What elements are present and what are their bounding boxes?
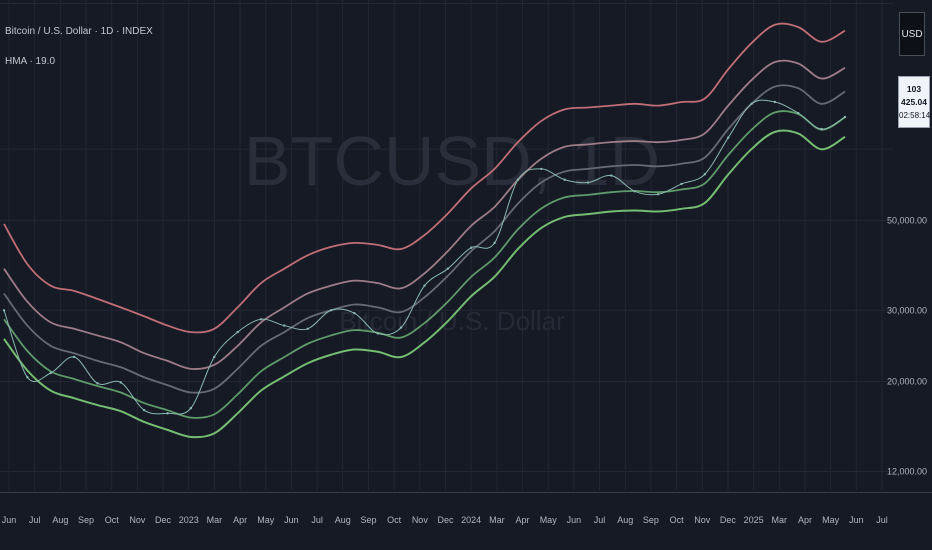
series-line-hma-upper-outer <box>3 22 846 334</box>
price-point <box>72 355 76 359</box>
price-point <box>283 324 286 327</box>
price-point <box>306 327 309 330</box>
price-point <box>750 102 753 106</box>
x-tick-label: Jul <box>594 515 606 525</box>
price-point <box>376 332 379 335</box>
x-tick-label: Oct <box>105 515 120 525</box>
price-point <box>656 193 660 196</box>
x-tick-label: 2023 <box>179 515 199 525</box>
symbol-watermark-subtitle: Bitcoin / U.S. Dollar <box>339 306 565 336</box>
price-point <box>843 115 847 119</box>
price-point <box>703 173 707 176</box>
x-tick-label: Oct <box>670 515 685 525</box>
price-point <box>259 318 263 321</box>
price-point <box>586 181 590 184</box>
x-tick-label: Aug <box>617 515 633 525</box>
symbol-title[interactable]: Bitcoin / U.S. Dollar · 1D · INDEX <box>5 26 153 37</box>
price-point <box>329 309 333 312</box>
y-tick-label: 50,000.00 <box>887 215 927 225</box>
series-line-hma-upper-inner <box>3 59 846 370</box>
price-point <box>96 382 99 385</box>
price-point <box>49 371 52 375</box>
price-point <box>26 376 29 379</box>
price-point <box>680 182 683 186</box>
price-point <box>493 241 496 245</box>
price-point <box>399 326 403 329</box>
x-tick-label: Dec <box>155 515 172 525</box>
x-tick-label: Jun <box>284 515 299 525</box>
price-point <box>773 100 777 104</box>
x-tick-label: Aug <box>52 515 68 525</box>
price-point <box>726 136 730 139</box>
price-point <box>213 355 216 359</box>
x-tick-label: Sep <box>643 515 659 525</box>
price-point <box>470 246 473 249</box>
x-tick-label: Dec <box>437 515 454 525</box>
x-tick-label: Mar <box>772 515 788 525</box>
x-tick-label: Mar <box>207 515 223 525</box>
price-point <box>820 127 823 131</box>
x-tick-label: Dec <box>720 515 737 525</box>
series-line-hma-lower-inner <box>3 110 846 419</box>
y-tick-label: 12,000.00 <box>887 466 927 476</box>
price-point <box>516 178 520 181</box>
x-tick-label: Oct <box>387 515 402 525</box>
last-price-label: 103 425.04 02:58:14 <box>898 76 930 128</box>
x-tick-label: Mar <box>489 515 505 525</box>
x-tick-label: Jul <box>876 515 888 525</box>
x-tick-label: 2024 <box>461 515 481 525</box>
price-point <box>633 190 636 193</box>
price-point <box>189 406 193 410</box>
price-point <box>797 111 800 115</box>
price-point <box>166 412 169 415</box>
x-tick-label: Nov <box>694 515 711 525</box>
x-tick-label: Apr <box>798 515 812 525</box>
x-tick-label: Sep <box>78 515 94 525</box>
series-line-hma-mid <box>3 84 846 394</box>
x-tick-label: Apr <box>233 515 247 525</box>
x-tick-label: Apr <box>516 515 530 525</box>
price-point <box>2 309 6 312</box>
x-tick-label: Jun <box>2 515 17 525</box>
x-tick-label: Jul <box>311 515 323 525</box>
last-price-value: 103 425.04 <box>901 84 927 107</box>
price-point <box>423 284 426 287</box>
price-point <box>353 312 356 315</box>
currency-button[interactable]: USD <box>899 12 925 56</box>
x-tick-label: May <box>540 515 558 525</box>
x-tick-label: Jul <box>29 515 41 525</box>
price-point <box>540 167 543 171</box>
y-tick-label: 30,000.00 <box>887 305 927 315</box>
x-tick-label: May <box>822 515 840 525</box>
price-point <box>119 381 123 384</box>
x-tick-label: Jun <box>849 515 864 525</box>
y-tick-label: 20,000.00 <box>887 377 927 387</box>
x-tick-label: Nov <box>129 515 146 525</box>
grid <box>0 0 893 490</box>
series-group <box>2 22 847 439</box>
price-point <box>563 178 566 181</box>
price-point <box>610 174 613 177</box>
price-axis[interactable]: 12,000.00 20,000.00 30,000.00 50,000.00 <box>887 215 927 476</box>
price-point <box>236 330 239 334</box>
symbol-watermark: BTCUSD, 1D <box>244 122 660 200</box>
x-tick-label: May <box>257 515 275 525</box>
price-point <box>142 408 146 412</box>
x-tick-label: Jun <box>567 515 582 525</box>
price-point <box>446 267 450 270</box>
x-tick-label: Nov <box>412 515 429 525</box>
x-tick-label: Aug <box>335 515 351 525</box>
x-tick-label: 2025 <box>744 515 764 525</box>
bar-countdown: 02:58:14 <box>899 111 931 120</box>
indicator-legend[interactable]: HMA · 19.0 <box>5 56 56 67</box>
x-tick-label: Sep <box>360 515 376 525</box>
time-axis[interactable]: Jun Jul Aug Sep Oct Nov Dec 2023 Mar Apr May Jun Jul… <box>2 515 888 525</box>
series-line-hma-lower-outer <box>3 129 846 439</box>
